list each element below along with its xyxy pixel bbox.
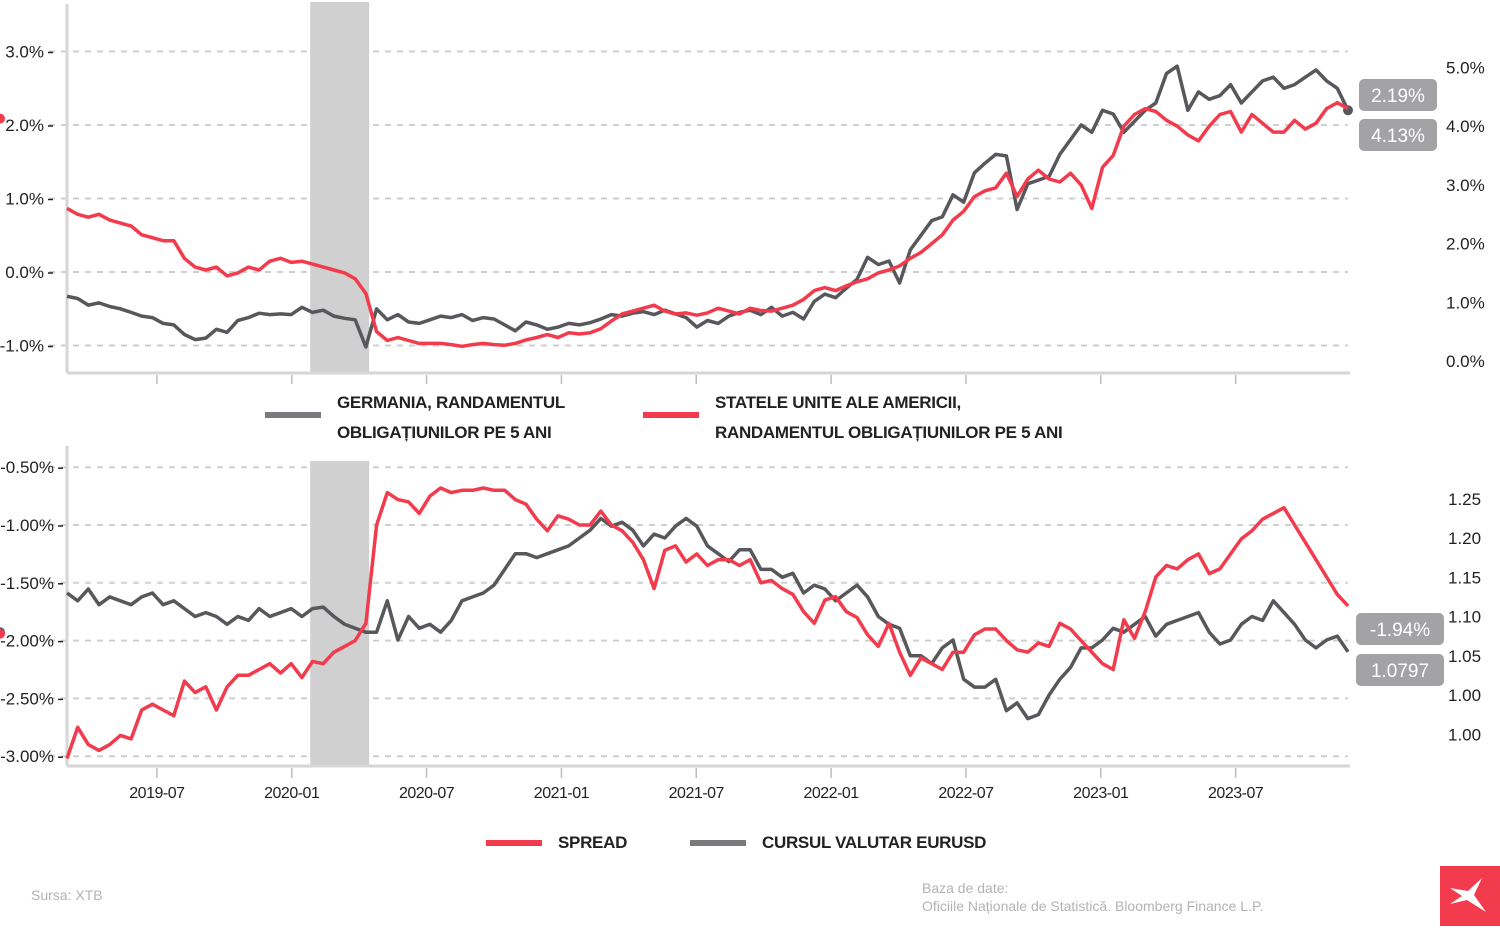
source-text: Sursa: XTB xyxy=(31,887,103,903)
database-line1: Baza de date: xyxy=(922,880,1009,896)
series-end-point xyxy=(0,113,5,124)
legend-label-us: STATELE UNITE ALE AMERICII, RANDAMENTUL … xyxy=(715,388,1063,448)
legend-label-germany: GERMANIA, RANDAMENTUL OBLIGAȚIUNILOR PE … xyxy=(337,388,565,448)
left-axis-tick-label: -0.50% xyxy=(0,458,54,477)
left-axis-tick-label: -1.00% xyxy=(0,516,54,535)
x-axis-tick-label: 2022-01 xyxy=(803,785,859,802)
series-end-point xyxy=(0,628,5,639)
series-line-a xyxy=(66,64,1350,349)
left-axis-tick-label: 3.0% xyxy=(5,43,44,62)
legend-swatch-germany xyxy=(265,412,321,418)
left-axis-tick-label: 0.0% xyxy=(5,263,44,282)
x-axis-tick-label: 2023-01 xyxy=(1073,785,1129,802)
end-value-badge xyxy=(1356,654,1444,686)
legend-swatch-spread xyxy=(486,840,542,846)
x-axis-tick-label: 2022-07 xyxy=(938,785,994,802)
end-value-badge-label: 2.19% xyxy=(1371,86,1425,107)
end-value-badge xyxy=(1356,613,1444,645)
x-axis-tick-label: 2019-07 xyxy=(129,785,185,802)
left-axis-tick-label: -1.50% xyxy=(0,574,54,593)
right-axis-tick-label: 1.00 xyxy=(1448,725,1481,744)
right-axis-tick-label: 4.0% xyxy=(1446,117,1485,136)
series-line-b xyxy=(65,516,1350,721)
end-value-badge-label: 4.13% xyxy=(1371,126,1425,147)
legend-label-germany-line1: GERMANIA, RANDAMENTUL xyxy=(337,393,565,412)
x-axis-tick-label: 2021-07 xyxy=(669,785,725,802)
left-axis-tick-label: 2.0% xyxy=(5,116,44,135)
series-line-a xyxy=(65,486,1350,760)
end-value-badge xyxy=(1359,119,1437,151)
end-value-badge-label: -1.94% xyxy=(1370,620,1430,641)
right-axis-tick-label: 3.0% xyxy=(1446,176,1485,195)
right-axis-tick-label: 0.0% xyxy=(1446,352,1485,371)
legend-swatch-us xyxy=(643,412,699,418)
right-axis-tick-label: 5.0% xyxy=(1446,59,1485,78)
end-value-badge xyxy=(1359,79,1437,111)
left-axis-tick-label: -3.00% xyxy=(0,747,54,766)
bottom-chart-spread-eurusd: -0.50% -1.00% -1.50% -2.00% -2.50% -3.00% 1.25… xyxy=(0,446,1481,802)
database-text: Baza de date: Oficiile Naționale de Stat… xyxy=(922,879,1263,915)
right-axis-tick-label: 1.15 xyxy=(1448,568,1481,587)
x-axis-tick-label: 2021-01 xyxy=(534,785,590,802)
right-axis-tick-label: 1.00 xyxy=(1448,686,1481,705)
right-axis-tick-label: 1.25 xyxy=(1448,490,1481,509)
left-axis-tick-label: 1.0% xyxy=(5,190,44,209)
xtb-logo xyxy=(1440,866,1500,926)
legend-label-us-line1: STATELE UNITE ALE AMERICII, xyxy=(715,393,961,412)
legend-swatch-eurusd xyxy=(690,840,746,846)
right-axis-tick-label: 2.0% xyxy=(1446,235,1485,254)
left-axis-tick-label: -1.0% xyxy=(0,337,44,356)
right-axis-tick-label: 1.05 xyxy=(1448,647,1481,666)
left-axis-tick-label: -2.00% xyxy=(0,632,54,651)
x-axis-tick-label: 2020-01 xyxy=(264,785,320,802)
legend-label-us-line2: RANDAMENTUL OBLIGAȚIUNILOR PE 5 ANI xyxy=(715,423,1063,442)
left-axis-tick-label: -2.50% xyxy=(0,689,54,708)
xtb-x-icon xyxy=(1450,878,1486,912)
legend-label-eurusd: CURSUL VALUTAR EURUSD xyxy=(762,833,987,852)
database-line2: Oficiile Naționale de Statistică. Bloomb… xyxy=(922,898,1264,914)
x-axis-tick-label: 2023-07 xyxy=(1208,785,1264,802)
right-axis-tick-label: 1.10 xyxy=(1448,608,1481,627)
top-chart-yields: 3.0% 2.0% 1.0% 0.0% -1.0% 5.0% 4.0% 3.0% 2.0% 1.0… xyxy=(0,2,1485,384)
legend-label-germany-line2: OBLIGAȚIUNILOR PE 5 ANI xyxy=(337,423,552,442)
end-value-badge-label: 1.0797 xyxy=(1371,661,1429,682)
shaded-period-band xyxy=(310,461,370,766)
right-axis-tick-label: 1.20 xyxy=(1448,529,1481,548)
right-axis-tick-label: 1.0% xyxy=(1446,293,1485,312)
series-line-b xyxy=(66,100,1349,349)
legend-label-spread: SPREAD xyxy=(558,833,628,852)
x-axis-tick-label: 2020-07 xyxy=(399,785,455,802)
